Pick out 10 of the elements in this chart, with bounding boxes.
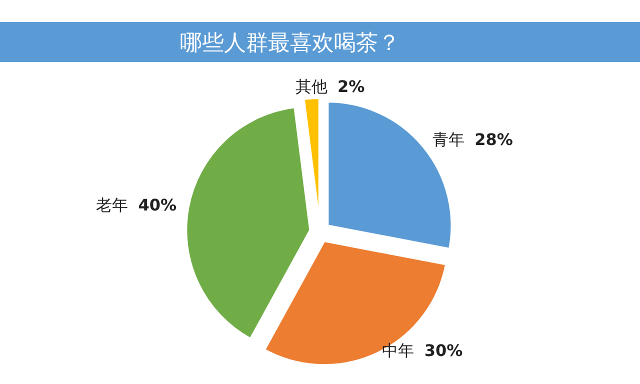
slice-label: 中年 bbox=[382, 341, 424, 360]
data-label: 40% bbox=[138, 196, 177, 215]
slice-label: 青年 bbox=[432, 130, 475, 149]
data-label: 2% bbox=[338, 77, 365, 96]
data-label: 30% bbox=[424, 341, 463, 360]
chart-title: 哪些人群最喜欢喝茶？ bbox=[180, 31, 400, 56]
title: 哪些人群最喜欢喝茶？ bbox=[0, 22, 640, 62]
slice-label: 其他 bbox=[295, 77, 338, 96]
slice-label: 老年 bbox=[96, 196, 138, 215]
data-label: 28% bbox=[474, 130, 513, 149]
